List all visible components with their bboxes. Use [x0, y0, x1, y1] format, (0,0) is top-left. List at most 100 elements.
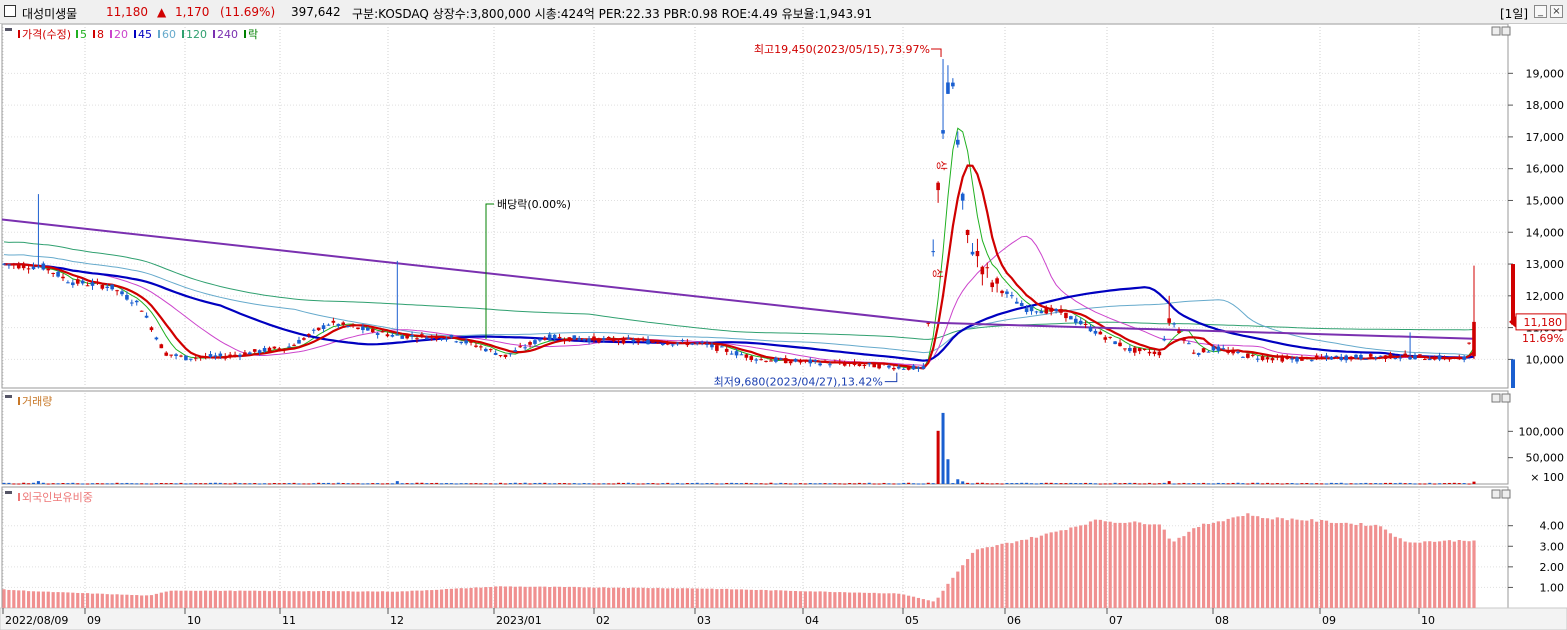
- foreign-bar: [1388, 533, 1393, 608]
- foreign-bar: [1216, 521, 1220, 608]
- close-icon[interactable]: ×: [1550, 5, 1563, 18]
- volume-bar: [666, 482, 670, 484]
- legend-marker: [93, 30, 95, 38]
- candle-body: [282, 348, 287, 351]
- volume-bar: [307, 483, 311, 485]
- foreign-bar: [1442, 540, 1447, 608]
- volume-bar: [1280, 483, 1284, 485]
- foreign-bar: [990, 546, 994, 608]
- volume-bar: [853, 483, 857, 485]
- stock-chart[interactable]: 2022/08/09 09 10 11 12 2023/01 02 03 04 05 06 07 08 0…: [0, 24, 1567, 630]
- foreign-bar: [1064, 530, 1068, 608]
- foreign-bar: [179, 590, 183, 608]
- foreign-bar: [852, 592, 857, 608]
- foreign-bar: [85, 593, 90, 608]
- foreign-bar: [1020, 539, 1024, 608]
- foreign-bar: [1187, 531, 1191, 608]
- price-tick-label: 16,000: [1526, 163, 1565, 176]
- volume-bar: [390, 483, 394, 485]
- volume-bar: [76, 483, 80, 485]
- foreign-bar: [400, 591, 404, 608]
- foreign-bar: [1000, 543, 1004, 608]
- volume-bar: [1226, 483, 1230, 485]
- foreign-bar: [135, 595, 139, 608]
- volume-bar: [223, 483, 227, 485]
- candle-body: [503, 354, 508, 358]
- legend-marker: [110, 30, 112, 38]
- candle-body: [179, 355, 183, 357]
- volume-bar: [154, 483, 158, 485]
- foreign-bar: [228, 590, 232, 608]
- candle-body: [1236, 351, 1240, 353]
- volume-bar: [1457, 483, 1461, 485]
- volume-bar: [558, 483, 562, 485]
- minimize-icon[interactable]: _: [1534, 5, 1547, 18]
- volume-bar: [567, 483, 571, 485]
- foreign-bar: [302, 591, 306, 608]
- candle-body: [1162, 338, 1167, 341]
- volume-bar: [125, 482, 129, 484]
- foreign-bar: [371, 591, 375, 608]
- candle-body: [1167, 318, 1171, 323]
- price-tick-label: 18,000: [1526, 99, 1565, 112]
- candle-body: [400, 335, 405, 339]
- candle-body: [1093, 330, 1098, 334]
- panel-close-icon: [1501, 489, 1511, 499]
- volume-bar: [587, 483, 591, 485]
- volume-bar: [705, 483, 709, 485]
- panel-frame: [1, 390, 1509, 485]
- volume-bar: [720, 483, 724, 485]
- volume-bar: [774, 483, 778, 485]
- volume-bar: [1388, 482, 1392, 484]
- candle-body: [582, 338, 586, 341]
- foreign-bar: [739, 589, 744, 608]
- candle-body: [557, 336, 562, 339]
- volume-bar: [739, 483, 743, 485]
- candle-body: [51, 272, 55, 274]
- volume-bar: [656, 483, 660, 485]
- volume-bar: [626, 482, 630, 484]
- period-button[interactable]: [1일]: [1500, 7, 1529, 21]
- candle-body: [828, 364, 832, 366]
- candle-body: [449, 334, 454, 338]
- candle-body: [1231, 349, 1235, 354]
- foreign-bar: [489, 587, 493, 608]
- price-tick-label: 19,000: [1526, 67, 1565, 80]
- volume-bar: [1452, 482, 1456, 484]
- foreign-bar: [312, 591, 316, 608]
- candle-body: [518, 346, 523, 348]
- x-tick-label: 04: [805, 614, 819, 627]
- foreign-bar: [61, 592, 65, 608]
- foreign-bar: [95, 593, 100, 608]
- candle-body: [1413, 355, 1417, 360]
- foreign-bar: [557, 586, 562, 608]
- volume-bar: [105, 483, 109, 485]
- foreign-bar: [366, 591, 370, 608]
- volume-bar: [1089, 482, 1093, 484]
- select-checkbox[interactable]: [4, 5, 16, 17]
- volume-bar: [135, 483, 139, 485]
- volume-bar: [1049, 482, 1053, 484]
- foreign-bar: [892, 593, 896, 608]
- dividend-annotation: 배당락(0.00%): [497, 198, 571, 211]
- foreign-bar: [1015, 541, 1019, 608]
- foreign-bar: [857, 592, 862, 608]
- candle-body: [1329, 356, 1334, 360]
- foreign-bar: [331, 591, 335, 608]
- candle-body: [813, 359, 818, 362]
- candle-body: [203, 356, 208, 358]
- volume-bar: [1197, 483, 1201, 485]
- foreign-bar: [154, 593, 159, 608]
- volume-bar: [1177, 483, 1181, 485]
- candle-body: [980, 266, 985, 275]
- foreign-bar: [435, 589, 439, 608]
- volume-bar: [1059, 483, 1063, 485]
- candle-body: [1014, 301, 1019, 304]
- volume-bar: [169, 483, 173, 485]
- foreign-bar: [22, 590, 26, 608]
- foreign-bar: [1374, 524, 1378, 608]
- foreign-bar: [395, 591, 399, 608]
- foreign-bar: [380, 591, 385, 608]
- volume-bar: [1207, 483, 1211, 485]
- candle-body: [1147, 351, 1152, 354]
